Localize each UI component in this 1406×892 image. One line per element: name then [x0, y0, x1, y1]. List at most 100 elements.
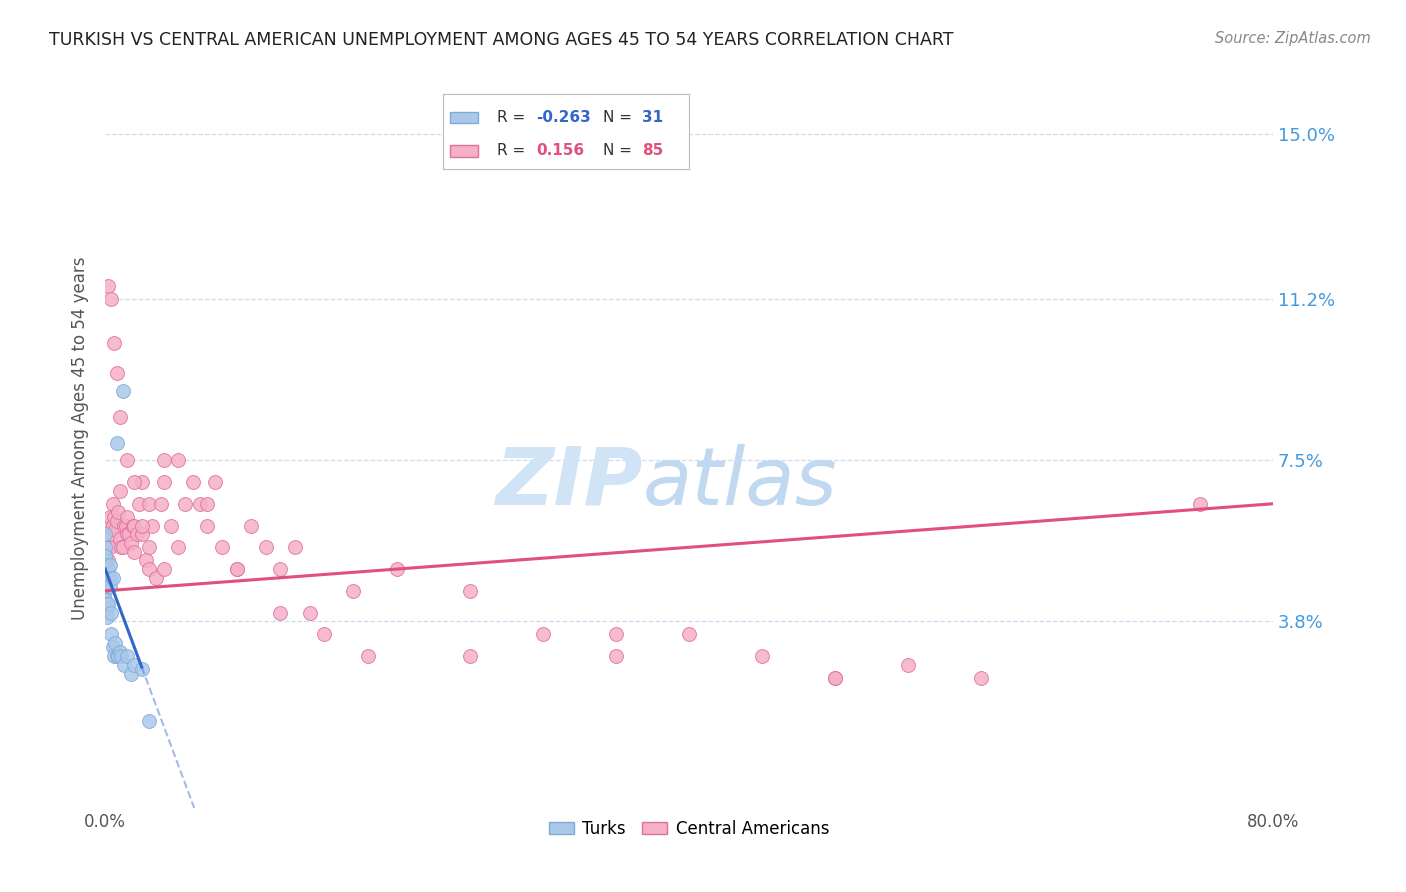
Point	[94, 549, 117, 563]
Point	[269, 562, 291, 576]
Legend: Turks, Central Americans: Turks, Central Americans	[543, 814, 837, 845]
Point	[96, 597, 118, 611]
Point	[124, 657, 146, 672]
FancyBboxPatch shape	[450, 112, 478, 123]
Point	[115, 509, 138, 524]
Point	[195, 518, 218, 533]
Point	[96, 541, 118, 555]
Point	[96, 571, 118, 585]
Point	[167, 453, 190, 467]
Point	[458, 583, 481, 598]
Point	[108, 483, 131, 498]
Point	[458, 649, 481, 664]
Point	[108, 532, 131, 546]
Point	[94, 549, 117, 563]
Point	[98, 509, 121, 524]
Point	[124, 518, 146, 533]
Point	[115, 649, 138, 664]
Point	[111, 384, 134, 398]
Point	[152, 562, 174, 576]
Point	[112, 518, 135, 533]
Point	[141, 518, 163, 533]
Point	[531, 627, 554, 641]
Point	[103, 509, 125, 524]
Point	[97, 562, 120, 576]
Point	[824, 671, 846, 685]
Point	[97, 279, 120, 293]
Point	[188, 497, 211, 511]
Point	[94, 527, 117, 541]
Point	[98, 579, 121, 593]
Point	[114, 518, 136, 533]
Point	[94, 575, 117, 590]
Point	[94, 562, 117, 576]
Point	[751, 649, 773, 664]
Point	[108, 409, 131, 424]
Point	[117, 527, 139, 541]
Point	[342, 583, 364, 598]
Point	[108, 645, 131, 659]
Point	[138, 541, 160, 555]
Point	[211, 541, 233, 555]
Point	[127, 527, 149, 541]
Text: Source: ZipAtlas.com: Source: ZipAtlas.com	[1215, 31, 1371, 46]
Point	[100, 606, 122, 620]
Point	[96, 571, 118, 585]
Point	[100, 527, 122, 541]
Point	[131, 662, 153, 676]
Point	[94, 566, 117, 581]
Point	[105, 514, 128, 528]
Point	[605, 649, 627, 664]
Point	[678, 627, 700, 641]
Point	[104, 636, 127, 650]
Point	[98, 541, 121, 555]
Point	[96, 610, 118, 624]
Point	[110, 541, 132, 555]
Text: R =: R =	[498, 144, 530, 159]
Point	[1188, 497, 1211, 511]
Point	[107, 649, 129, 664]
Point	[124, 475, 146, 489]
Point	[97, 518, 120, 533]
Point	[254, 541, 277, 555]
Point	[181, 475, 204, 489]
Point	[101, 571, 124, 585]
Text: TURKISH VS CENTRAL AMERICAN UNEMPLOYMENT AMONG AGES 45 TO 54 YEARS CORRELATION C: TURKISH VS CENTRAL AMERICAN UNEMPLOYMENT…	[49, 31, 953, 49]
Text: N =: N =	[603, 144, 637, 159]
Point	[135, 553, 157, 567]
Point	[269, 606, 291, 620]
Point	[138, 497, 160, 511]
Point	[131, 527, 153, 541]
Text: 31: 31	[643, 110, 664, 125]
Point	[131, 518, 153, 533]
Point	[240, 518, 263, 533]
Point	[131, 475, 153, 489]
Point	[138, 562, 160, 576]
Point	[167, 541, 190, 555]
Text: 85: 85	[643, 144, 664, 159]
Text: ZIP: ZIP	[495, 444, 643, 522]
Point	[110, 649, 132, 664]
Point	[225, 562, 247, 576]
Point	[314, 627, 336, 641]
Point	[94, 592, 117, 607]
Point	[128, 497, 150, 511]
Point	[103, 649, 125, 664]
Point	[96, 562, 118, 576]
Point	[98, 558, 121, 572]
Point	[105, 649, 128, 664]
Text: N =: N =	[603, 110, 637, 125]
Point	[204, 475, 226, 489]
Point	[111, 541, 134, 555]
Point	[121, 536, 143, 550]
Point	[96, 601, 118, 615]
Point	[121, 666, 143, 681]
Point	[101, 497, 124, 511]
Text: R =: R =	[498, 110, 530, 125]
Point	[138, 714, 160, 729]
Point	[101, 518, 124, 533]
Point	[357, 649, 380, 664]
Point	[94, 558, 117, 572]
Point	[103, 335, 125, 350]
Point	[970, 671, 993, 685]
